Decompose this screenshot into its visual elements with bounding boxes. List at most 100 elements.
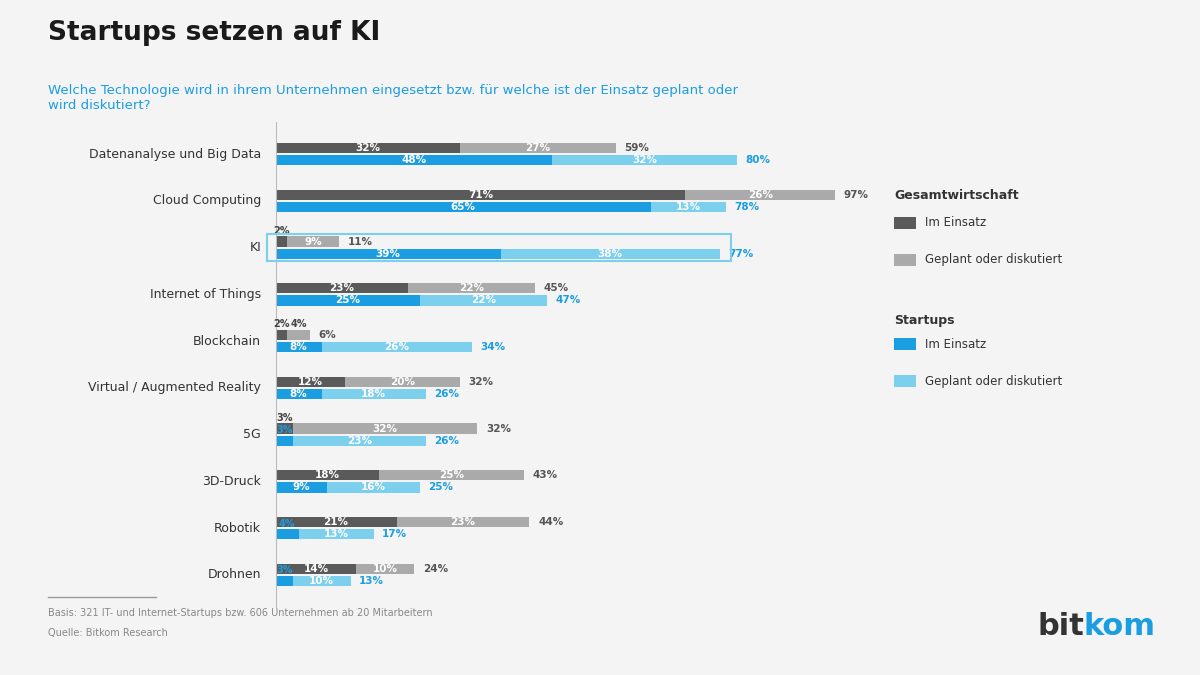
Text: 48%: 48% xyxy=(402,155,426,165)
Text: 32%: 32% xyxy=(355,143,380,153)
Text: 25%: 25% xyxy=(439,470,464,480)
Text: Quelle: Bitkom Research: Quelle: Bitkom Research xyxy=(48,628,168,638)
Bar xyxy=(650,202,726,212)
Text: 26%: 26% xyxy=(384,342,409,352)
Text: 2%: 2% xyxy=(274,226,289,236)
Text: Welche Technologie wird in ihrem Unternehmen eingesetzt bzw. für welche ist der : Welche Technologie wird in ihrem Unterne… xyxy=(48,84,738,112)
Text: Im Einsatz: Im Einsatz xyxy=(925,338,986,351)
Text: 3D-Druck: 3D-Druck xyxy=(203,475,262,488)
Bar xyxy=(276,236,287,247)
Text: Basis: 321 IT- und Internet-Startups bzw. 606 Unternehmen ab 20 Mitarbeitern: Basis: 321 IT- und Internet-Startups bzw… xyxy=(48,608,433,618)
Bar xyxy=(460,143,616,153)
Text: 9%: 9% xyxy=(293,483,311,492)
Text: Startups: Startups xyxy=(894,314,954,327)
Text: 18%: 18% xyxy=(361,389,386,399)
Bar xyxy=(287,236,340,247)
Bar xyxy=(276,330,287,340)
Text: 12%: 12% xyxy=(298,377,323,387)
Bar xyxy=(356,564,414,574)
Bar xyxy=(276,342,322,352)
Text: 13%: 13% xyxy=(324,529,349,539)
Text: Startups setzen auf KI: Startups setzen auf KI xyxy=(48,20,380,47)
Text: KI: KI xyxy=(250,241,262,254)
Text: 9%: 9% xyxy=(305,237,322,246)
Bar xyxy=(344,377,460,387)
Text: Im Einsatz: Im Einsatz xyxy=(925,216,986,230)
Text: 43%: 43% xyxy=(533,470,557,480)
Text: 22%: 22% xyxy=(460,284,484,294)
Bar xyxy=(276,248,500,259)
Text: 45%: 45% xyxy=(544,284,569,294)
Text: 16%: 16% xyxy=(361,483,386,492)
Bar xyxy=(299,529,373,539)
Text: 4%: 4% xyxy=(278,518,295,529)
Text: 26%: 26% xyxy=(434,435,460,446)
Text: 32%: 32% xyxy=(469,377,494,387)
Text: 5G: 5G xyxy=(244,428,262,441)
Text: 34%: 34% xyxy=(480,342,505,352)
Bar xyxy=(293,576,350,586)
Text: 3%: 3% xyxy=(276,413,293,423)
Text: Geplant oder diskutiert: Geplant oder diskutiert xyxy=(925,375,1062,388)
Bar xyxy=(685,190,835,200)
Text: 10%: 10% xyxy=(373,564,397,574)
Bar xyxy=(276,190,685,200)
Bar xyxy=(276,529,299,539)
Text: kom: kom xyxy=(1084,612,1156,641)
Text: 2%: 2% xyxy=(274,319,289,329)
Text: 38%: 38% xyxy=(598,249,623,259)
Text: Geplant oder diskutiert: Geplant oder diskutiert xyxy=(925,253,1062,267)
Text: 8%: 8% xyxy=(289,342,307,352)
Text: 8%: 8% xyxy=(289,389,307,399)
Text: 17%: 17% xyxy=(383,529,407,539)
Text: 26%: 26% xyxy=(434,389,460,399)
Text: Internet of Things: Internet of Things xyxy=(150,288,262,301)
Bar xyxy=(420,296,547,306)
Text: Datenanalyse und Big Data: Datenanalyse und Big Data xyxy=(89,148,262,161)
Text: Drohnen: Drohnen xyxy=(208,568,262,581)
Bar xyxy=(293,435,426,446)
Text: Robotik: Robotik xyxy=(214,522,262,535)
Bar xyxy=(328,482,420,493)
Text: 10%: 10% xyxy=(310,576,334,586)
Text: Virtual / Augmented Reality: Virtual / Augmented Reality xyxy=(89,381,262,394)
Text: 39%: 39% xyxy=(376,249,401,259)
Bar xyxy=(276,389,322,399)
Bar xyxy=(322,342,472,352)
Text: 47%: 47% xyxy=(556,296,581,306)
Bar xyxy=(276,576,293,586)
Text: 6%: 6% xyxy=(319,330,336,340)
Text: 80%: 80% xyxy=(745,155,770,165)
Text: 32%: 32% xyxy=(373,423,397,433)
Text: 25%: 25% xyxy=(428,483,454,492)
Bar xyxy=(276,296,420,306)
Bar xyxy=(276,202,650,212)
Bar xyxy=(287,330,310,340)
Text: 3%: 3% xyxy=(276,565,293,575)
Text: 22%: 22% xyxy=(470,296,496,306)
Text: 13%: 13% xyxy=(359,576,384,586)
Text: 71%: 71% xyxy=(468,190,493,200)
Bar xyxy=(379,470,523,481)
Text: 11%: 11% xyxy=(348,237,373,246)
Text: 32%: 32% xyxy=(632,155,658,165)
Text: bit: bit xyxy=(1038,612,1085,641)
Bar xyxy=(276,155,552,165)
Text: 14%: 14% xyxy=(304,564,329,574)
Text: 4%: 4% xyxy=(290,319,307,329)
Text: 21%: 21% xyxy=(324,517,349,527)
Bar xyxy=(397,517,529,527)
Text: 32%: 32% xyxy=(486,423,511,433)
Text: 65%: 65% xyxy=(450,202,475,212)
Text: 18%: 18% xyxy=(314,470,340,480)
Text: 23%: 23% xyxy=(450,517,475,527)
Text: 77%: 77% xyxy=(728,249,754,259)
Text: 3%: 3% xyxy=(276,425,293,435)
Text: 23%: 23% xyxy=(329,284,354,294)
Bar xyxy=(276,435,293,446)
Text: Blockchain: Blockchain xyxy=(193,335,262,348)
Bar xyxy=(276,284,408,294)
Bar xyxy=(276,143,460,153)
Text: 27%: 27% xyxy=(526,143,551,153)
Text: Cloud Computing: Cloud Computing xyxy=(152,194,262,207)
